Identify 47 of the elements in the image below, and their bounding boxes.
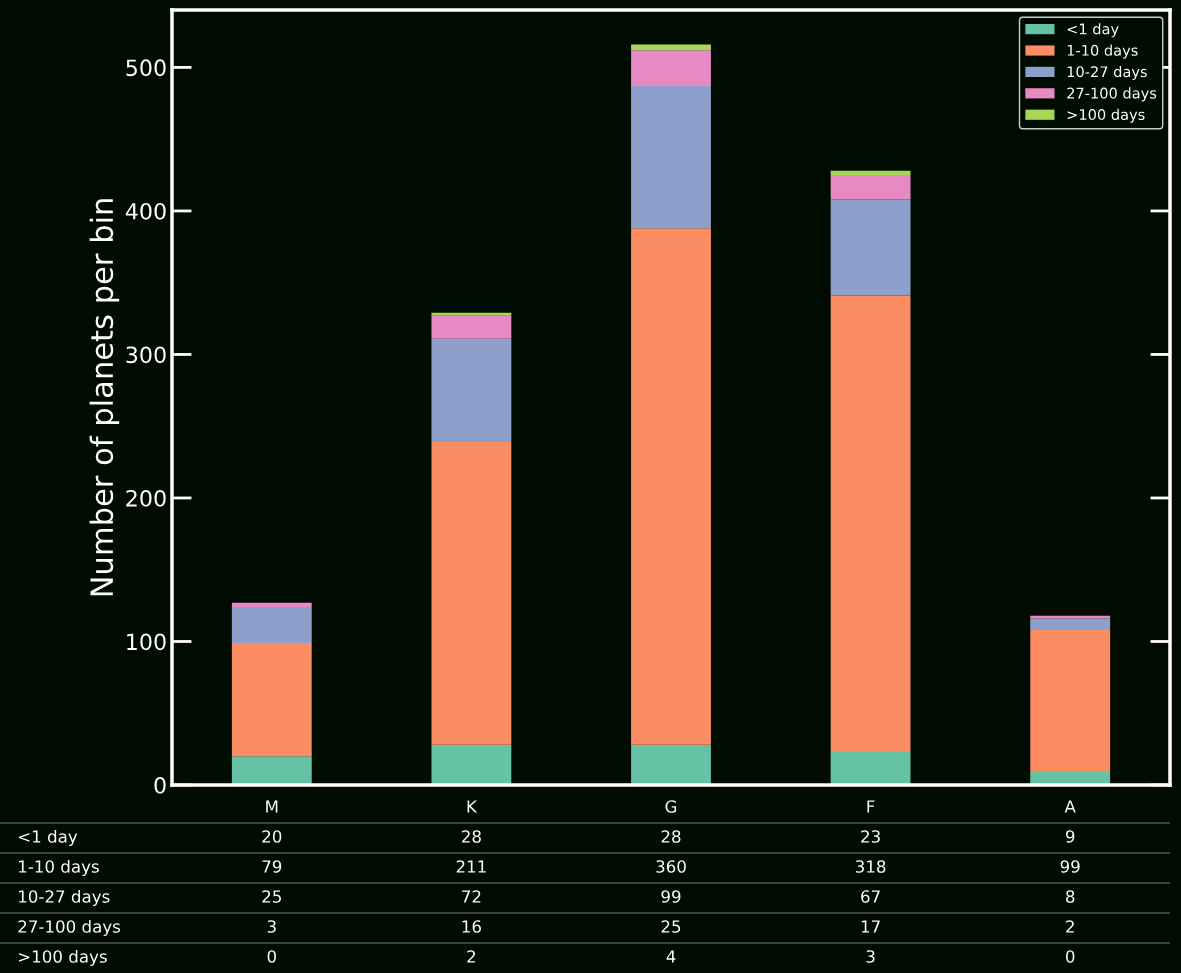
- data-label: 16: [462, 920, 481, 933]
- x-tick-label: K: [467, 800, 478, 813]
- data-label: 8: [1066, 890, 1075, 903]
- data-label: 2: [467, 950, 476, 963]
- data-label: 25: [262, 890, 281, 903]
- data-label: 211: [456, 860, 486, 873]
- y-axis-title: Number of planets per bin: [89, 199, 120, 596]
- legend-label: 10-27 days: [1067, 65, 1147, 81]
- x-tick-label: G: [665, 800, 677, 813]
- legend-label: 1-10 days: [1067, 44, 1138, 59]
- data-label: 28: [462, 830, 481, 843]
- data-label: 25: [661, 920, 681, 933]
- text: >100 days: [18, 949, 107, 967]
- text: 10-27 days: [19, 889, 110, 907]
- text: <1 day: [18, 829, 78, 847]
- data-label: 72: [462, 890, 481, 903]
- x-tick-label: A: [1064, 800, 1076, 813]
- data-label: 3: [866, 950, 875, 963]
- data-label: 360: [656, 860, 686, 873]
- data-label: 9: [1065, 830, 1075, 843]
- data-label: 318: [855, 860, 886, 873]
- data-label: 20: [262, 830, 282, 843]
- y-tick-label: 200: [126, 489, 166, 507]
- x-tick-label: F: [867, 800, 875, 813]
- data-label: 2: [1066, 920, 1074, 933]
- data-label: 23: [861, 830, 880, 843]
- y-tick-label: 100: [127, 633, 166, 651]
- data-label: 28: [661, 830, 681, 843]
- data-label: 3: [267, 920, 276, 933]
- data-label: 0: [267, 950, 276, 963]
- y-tick-label: 400: [125, 202, 166, 220]
- y-tick-label: 300: [126, 346, 166, 364]
- data-label: 4: [666, 950, 676, 963]
- text: 27-100 days: [18, 919, 121, 937]
- data-label: 17: [861, 920, 880, 933]
- data-label: 0: [1066, 950, 1075, 963]
- y-tick-label: 500: [126, 59, 166, 77]
- legend-label: <1 day: [1067, 23, 1119, 38]
- legend-label: 27-100 days: [1067, 87, 1157, 102]
- data-label: 99: [661, 890, 681, 903]
- data-label: 79: [262, 860, 282, 873]
- y-tick-label: 0: [154, 776, 166, 794]
- x-tick-label: M: [266, 800, 278, 813]
- text: 1-10 days: [19, 859, 99, 877]
- data-label: 67: [861, 890, 880, 903]
- data-label: 99: [1060, 860, 1080, 873]
- legend-label: >100 days: [1067, 108, 1145, 123]
